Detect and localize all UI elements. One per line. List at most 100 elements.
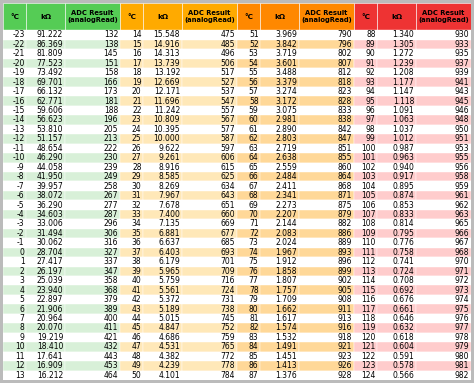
Bar	[354, 267, 377, 276]
Text: 123: 123	[361, 361, 375, 370]
Text: 88: 88	[366, 30, 375, 39]
Bar	[354, 323, 377, 333]
Bar	[65, 162, 120, 172]
Text: 0.676: 0.676	[392, 295, 414, 304]
Bar	[65, 59, 120, 68]
Bar	[120, 200, 144, 210]
Bar	[354, 238, 377, 248]
Bar	[237, 191, 260, 200]
Bar	[27, 153, 65, 162]
Bar	[354, 333, 377, 342]
Bar	[237, 267, 260, 276]
Bar	[182, 295, 237, 304]
Bar	[120, 257, 144, 267]
Text: 44: 44	[132, 314, 142, 323]
Text: 44.058: 44.058	[36, 163, 63, 172]
Bar	[237, 162, 260, 172]
Bar	[377, 162, 416, 172]
Bar	[377, 361, 416, 370]
Bar	[144, 314, 182, 323]
Bar	[144, 342, 182, 352]
Text: 48.654: 48.654	[36, 144, 63, 153]
Bar	[144, 87, 182, 97]
Bar	[260, 162, 299, 172]
Text: 37: 37	[132, 248, 142, 257]
Bar	[299, 333, 354, 342]
Text: 0.604: 0.604	[392, 342, 414, 352]
Bar	[260, 210, 299, 219]
Bar	[354, 77, 377, 87]
Text: 29: 29	[132, 172, 142, 181]
Text: 337: 337	[103, 257, 118, 266]
Bar	[377, 106, 416, 115]
Text: 108: 108	[361, 219, 375, 229]
Bar	[65, 30, 120, 39]
Text: 2: 2	[20, 267, 25, 276]
Text: 1.063: 1.063	[392, 115, 414, 124]
Bar	[27, 276, 65, 285]
Bar	[65, 191, 120, 200]
Bar	[65, 295, 120, 304]
Bar	[299, 276, 354, 285]
Bar	[416, 370, 471, 380]
Bar	[416, 267, 471, 276]
Text: 35: 35	[132, 229, 142, 238]
Text: 27.417: 27.417	[36, 257, 63, 266]
Bar	[354, 172, 377, 182]
Text: -14: -14	[12, 115, 25, 124]
Bar	[416, 229, 471, 238]
Text: 19: 19	[132, 78, 142, 87]
Bar	[27, 352, 65, 361]
Bar	[354, 361, 377, 370]
Text: 16: 16	[132, 49, 142, 58]
Bar	[27, 248, 65, 257]
Bar	[237, 257, 260, 267]
Text: 962: 962	[455, 201, 469, 210]
Text: 33.006: 33.006	[36, 219, 63, 229]
Text: 14.916: 14.916	[154, 40, 180, 49]
Bar	[3, 304, 27, 314]
Bar	[120, 30, 144, 39]
Bar	[237, 304, 260, 314]
Bar	[65, 97, 120, 106]
Bar	[65, 153, 120, 162]
Bar	[120, 295, 144, 304]
Text: 95: 95	[366, 97, 375, 106]
Text: 2.484: 2.484	[275, 172, 297, 181]
Text: 18.410: 18.410	[37, 342, 63, 352]
Text: 64: 64	[249, 153, 258, 162]
Bar	[237, 314, 260, 323]
Text: 731: 731	[220, 295, 235, 304]
Bar	[120, 153, 144, 162]
Text: 0.940: 0.940	[392, 163, 414, 172]
Bar	[120, 285, 144, 295]
Bar	[3, 49, 27, 59]
Text: 83: 83	[249, 333, 258, 342]
Bar	[182, 370, 237, 380]
Text: 421: 421	[104, 333, 118, 342]
Text: 117: 117	[361, 304, 375, 314]
Bar	[237, 342, 260, 352]
Bar	[354, 87, 377, 97]
Bar	[27, 210, 65, 219]
Text: 87: 87	[249, 371, 258, 380]
Text: 101: 101	[361, 153, 375, 162]
Text: 5.015: 5.015	[158, 314, 180, 323]
Bar	[120, 229, 144, 238]
Bar	[416, 125, 471, 134]
Text: 432: 432	[104, 342, 118, 352]
Text: 7.967: 7.967	[158, 191, 180, 200]
Text: 1.376: 1.376	[275, 371, 297, 380]
Bar	[299, 106, 354, 115]
Text: °C: °C	[127, 13, 136, 20]
Text: 11.242: 11.242	[154, 106, 180, 115]
Bar	[3, 238, 27, 248]
Text: 669: 669	[220, 219, 235, 229]
Text: 918: 918	[338, 333, 352, 342]
Text: 868: 868	[338, 182, 352, 191]
Text: 4.686: 4.686	[158, 333, 180, 342]
Text: 3.969: 3.969	[275, 30, 297, 39]
Bar	[377, 125, 416, 134]
Bar	[120, 210, 144, 219]
Text: 249: 249	[104, 172, 118, 181]
